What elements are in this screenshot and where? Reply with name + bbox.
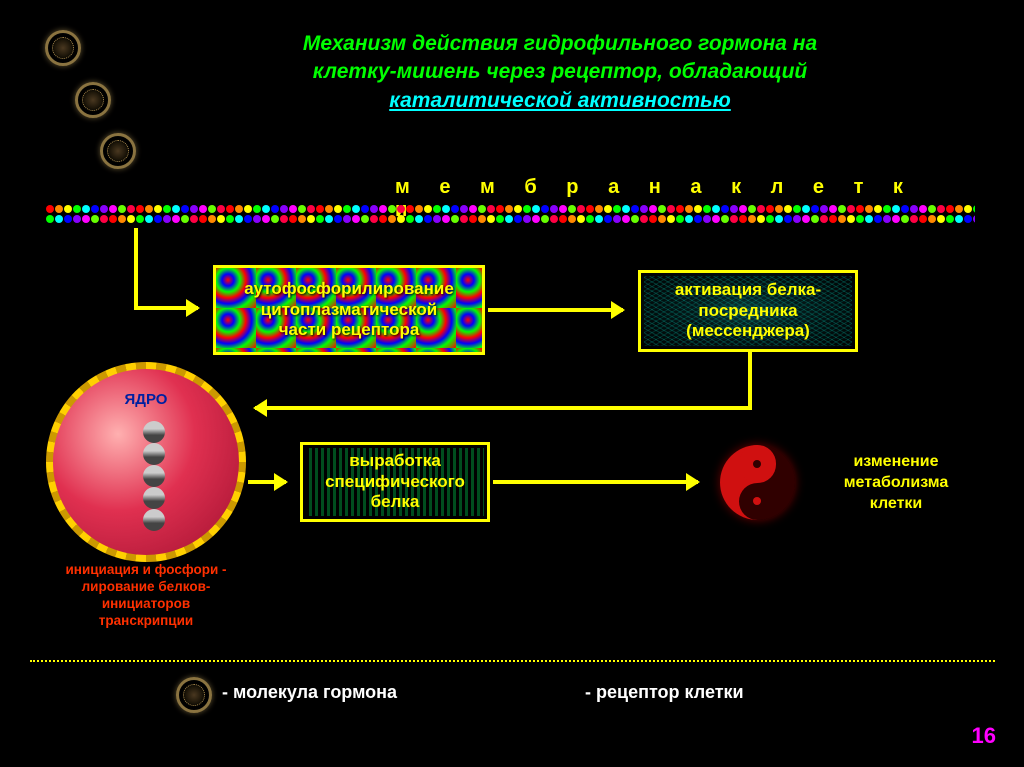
title-line-3: каталитической активностью	[210, 87, 910, 115]
box3-l2: специфического	[325, 472, 465, 492]
box2-l1: активация белка-	[675, 280, 821, 300]
hormone-molecule-icon	[100, 133, 136, 169]
box-messenger-activation: активация белка- посредника (мессенджера…	[638, 270, 858, 352]
nucleus: ЯДРО инициация и фосфори - лирование бел…	[46, 362, 246, 632]
arrow-segment	[748, 352, 752, 410]
box1-l3: части рецептора	[279, 320, 420, 340]
membrane-strip	[45, 204, 975, 228]
slide-title: Механизм действия гидрофильного гормона …	[210, 30, 910, 115]
box3-l3: белка	[371, 492, 420, 512]
box2-l2: посредника	[698, 301, 797, 321]
nucleus-caption: инициация и фосфори - лирование белков- …	[46, 562, 246, 630]
nucleus-label: ЯДРО	[53, 391, 239, 408]
hormone-molecule-icon	[45, 30, 81, 66]
box-autophosphorylation: аутофосфорилирование цитоплазматической …	[213, 265, 485, 355]
arrow-box1-box2	[488, 308, 623, 312]
page-number: 16	[972, 723, 996, 749]
box-protein-production: выработка специфического белка	[300, 442, 490, 522]
box1-l2: цитоплазматической	[261, 300, 437, 320]
box1-l1: аутофосфорилирование	[244, 279, 454, 299]
title-line-1: Механизм действия гидрофильного гормона …	[210, 30, 910, 58]
box2-l3: (мессенджера)	[686, 321, 810, 341]
result-l3: клетки	[826, 494, 966, 515]
result-l1: изменение	[826, 452, 966, 473]
legend-receptor: - рецептор клетки	[585, 682, 744, 703]
nuc-cap-3: инициаторов	[46, 596, 246, 613]
nucleus-body: ЯДРО	[53, 369, 239, 555]
arrow-to-nucleus	[255, 406, 752, 410]
title-line-2: клетку-мишень через рецептор, обладающий	[210, 58, 910, 86]
result-label: изменение метаболизма клетки	[826, 452, 966, 514]
arrow-nucleus-box3	[248, 480, 286, 484]
result-l2: метаболизма	[826, 473, 966, 494]
yinyang-icon	[720, 445, 795, 520]
hormone-molecule-icon	[75, 82, 111, 118]
legend-hormone: - молекула гормона	[222, 682, 397, 703]
dna-icon	[143, 421, 163, 531]
nuc-cap-2: лирование белков-	[46, 579, 246, 596]
hormone-molecule-icon	[176, 677, 212, 713]
arrow-into-box1	[134, 306, 198, 310]
box3-l1: выработка	[349, 451, 441, 471]
arrow-box3-result	[493, 480, 698, 484]
nuc-cap-1: инициация и фосфори -	[46, 562, 246, 579]
dotted-separator	[30, 660, 995, 662]
nuc-cap-4: транскрипции	[46, 613, 246, 630]
arrow-segment	[134, 228, 138, 308]
